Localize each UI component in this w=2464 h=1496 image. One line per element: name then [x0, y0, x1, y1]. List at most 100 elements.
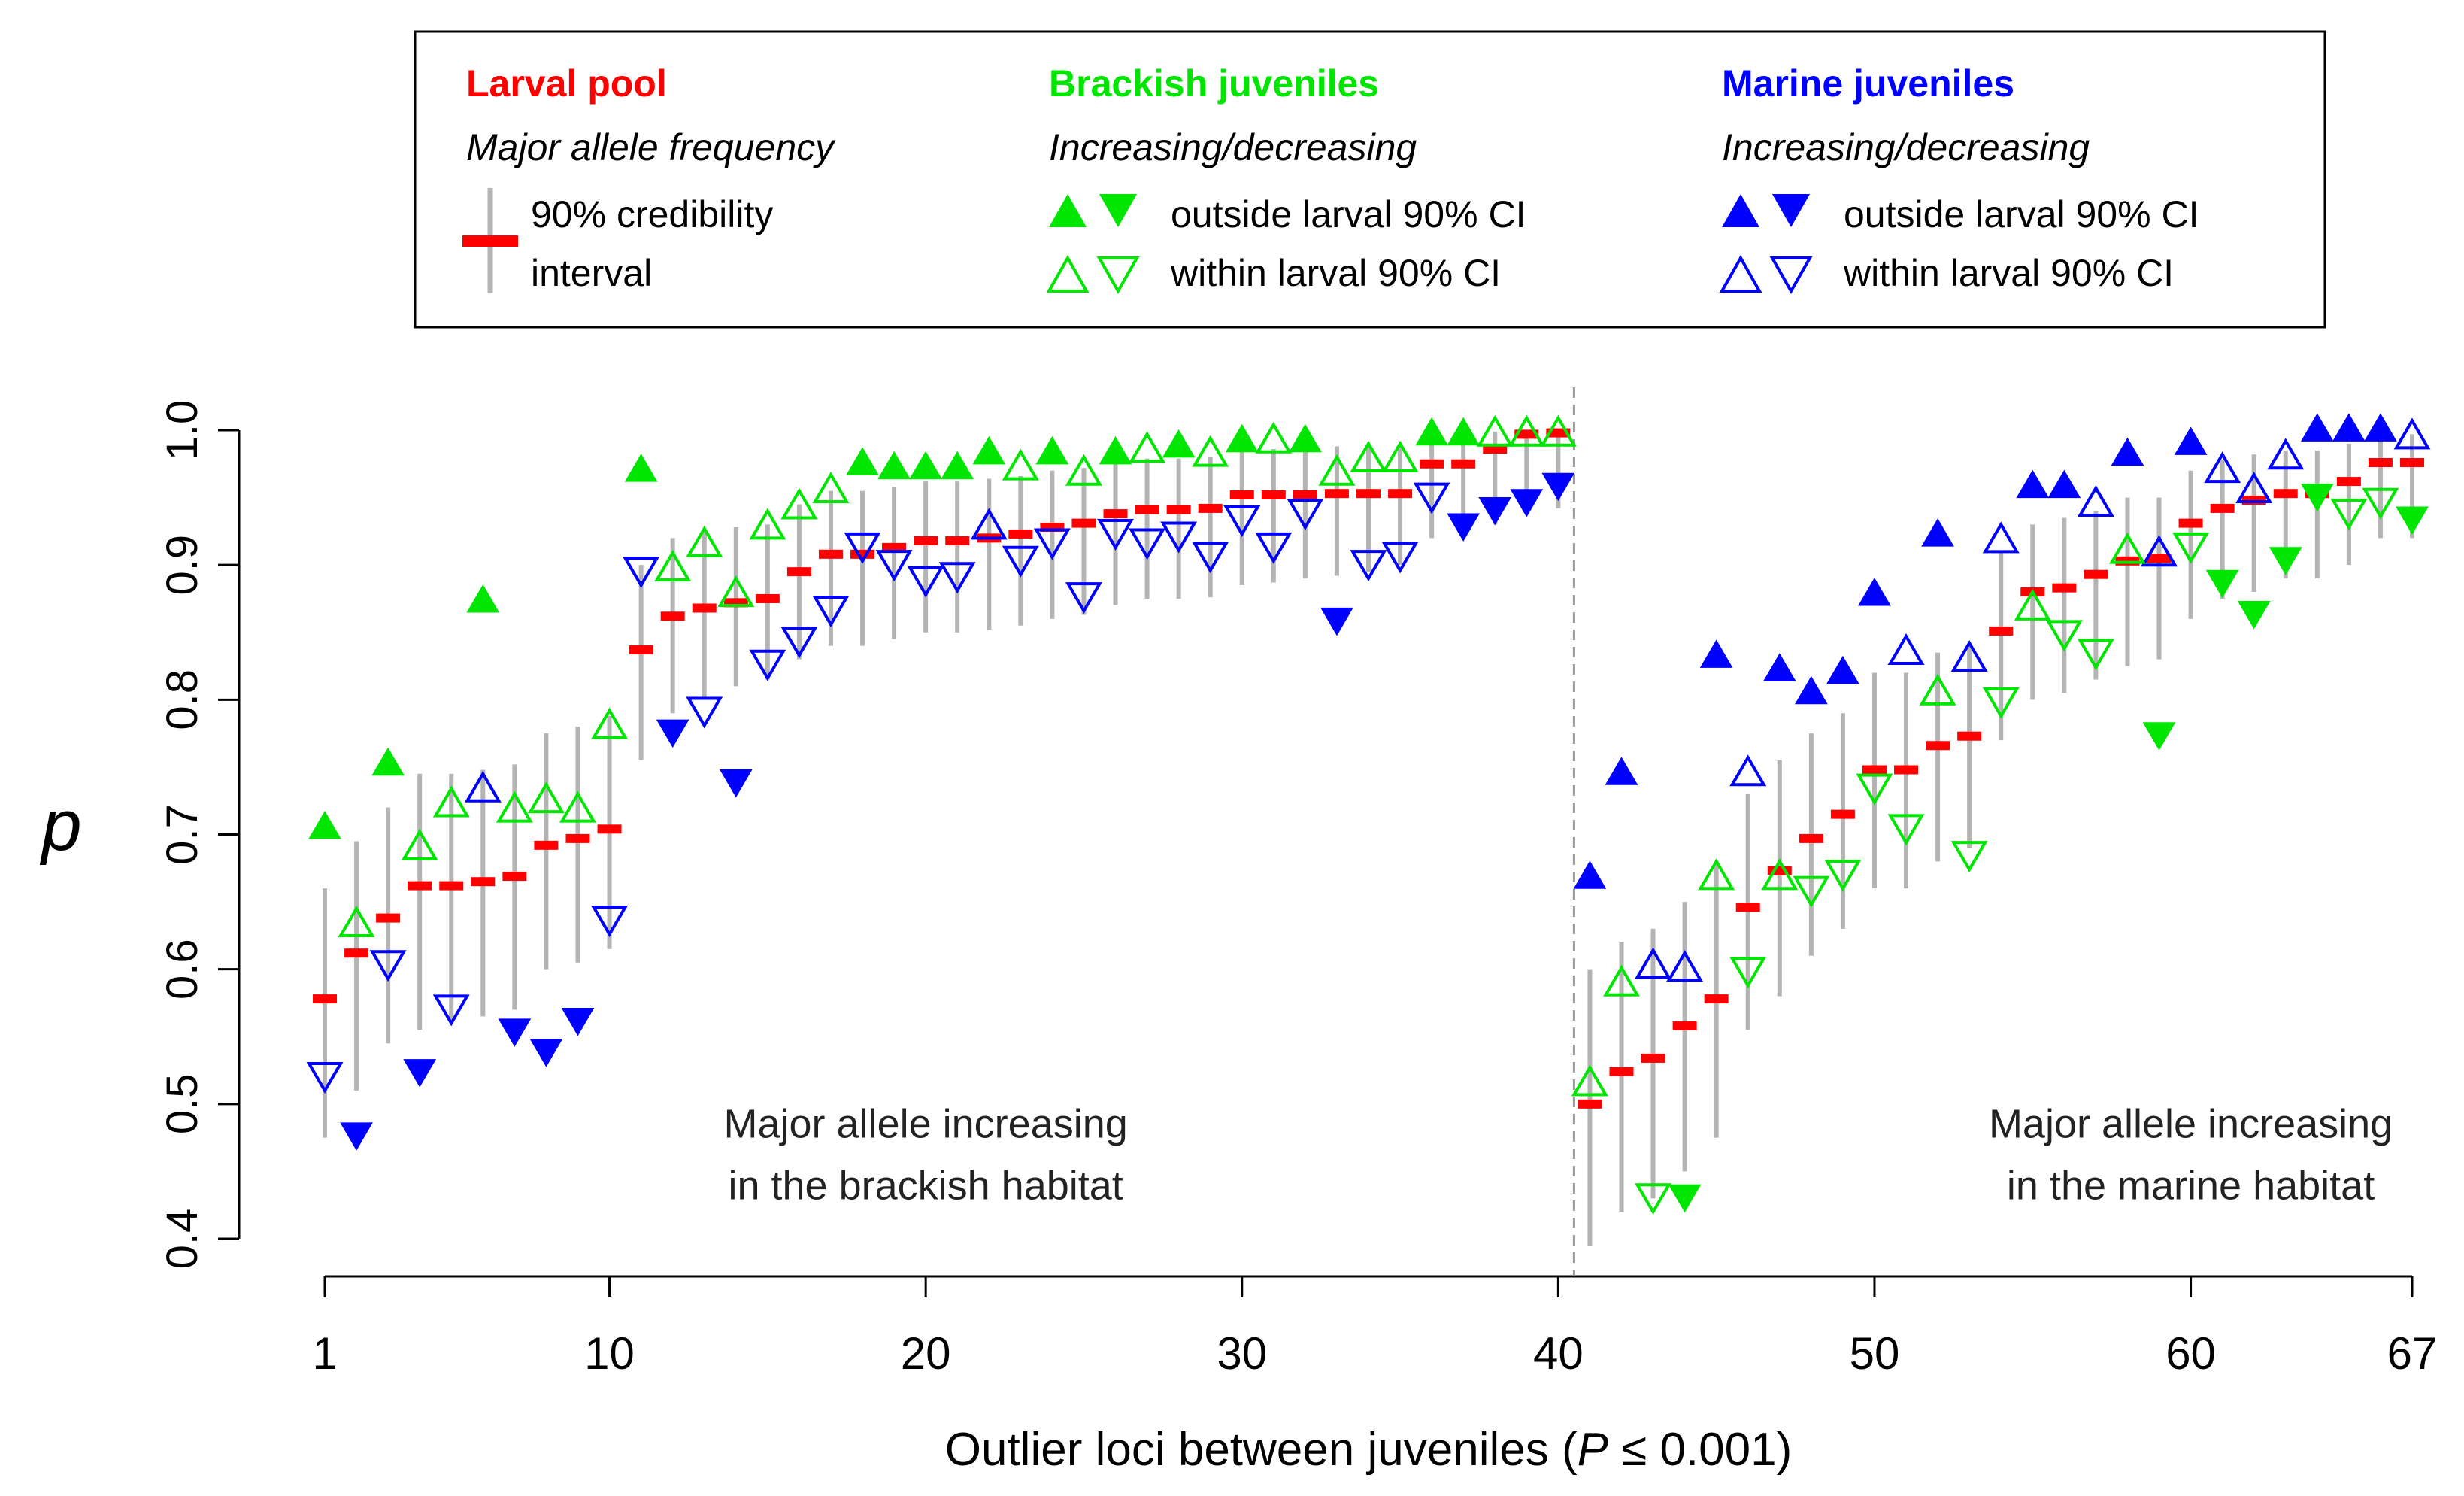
- brackish-within-up-triangle: [1919, 673, 1956, 706]
- brackish-within-down-triangle: [1887, 814, 1925, 846]
- y-tick-label: 0.6: [158, 939, 207, 1000]
- marine-outside-up-triangle: [2174, 426, 2208, 455]
- legend-brackish-title: Brackish juveniles: [1049, 62, 1379, 105]
- larval-dash: [1735, 903, 1760, 912]
- brackish-outside-down-triangle: [2300, 484, 2334, 512]
- brackish-outside-up-triangle: [941, 451, 974, 480]
- marine-outside-up-triangle: [1573, 860, 1607, 889]
- larval-dash: [1514, 429, 1539, 439]
- marine-within-down-triangle: [1192, 542, 1229, 574]
- legend-brackish-down-filled-icon: [1099, 194, 1137, 227]
- brackish-outside-up-triangle: [371, 747, 405, 776]
- larval-dash: [1578, 1099, 1602, 1109]
- marine-within-down-triangle: [875, 550, 913, 582]
- marine-outside-down-triangle: [529, 1039, 563, 1067]
- brackish-within-up-triangle: [654, 549, 692, 581]
- brackish-within-up-triangle: [1508, 414, 1545, 447]
- brackish-within-up-triangle: [780, 487, 818, 520]
- brackish-within-up-triangle: [432, 785, 470, 818]
- marine-outside-down-triangle: [1541, 472, 1575, 502]
- brackish-within-up-triangle: [559, 790, 596, 823]
- y-tick-label: 0.8: [158, 669, 207, 730]
- marine-outside-down-triangle: [1510, 489, 1544, 517]
- brackish-within-up-triangle: [1065, 454, 1102, 486]
- legend-larval-dash-symbol: [462, 235, 518, 247]
- marine-within-down-triangle: [1350, 550, 1387, 582]
- brackish-outside-down-triangle: [2237, 600, 2271, 630]
- marine-outside-up-triangle: [2364, 413, 2397, 442]
- marine-within-down-triangle: [369, 950, 407, 982]
- legend-brackish-subtitle: Increasing/decreasing: [1049, 126, 1417, 168]
- annotation-line: Major allele increasing: [1989, 1102, 2393, 1147]
- x-axis-ticks: 1 10 20 30 40 50 60 67: [312, 1276, 2437, 1379]
- marine-outside-down-triangle: [498, 1018, 532, 1047]
- marine-within-down-triangle: [306, 1062, 344, 1094]
- legend-marine-down-open-icon: [1769, 256, 1813, 295]
- larval-dash: [755, 593, 780, 603]
- larval-dash: [1830, 809, 1855, 819]
- brackish-within-down-triangle: [2330, 499, 2368, 531]
- brackish-within-up-triangle: [1603, 964, 1640, 997]
- brackish-outside-up-triangle: [1035, 435, 1069, 465]
- legend-brackish-within-label: within larval 90% CI: [1170, 252, 1501, 294]
- larval-dash: [2147, 554, 2172, 563]
- brackish-within-up-triangle: [686, 525, 723, 557]
- legend: Larval pool Major allele frequency 90% c…: [414, 30, 2326, 329]
- y-axis-ticks: 0.4 0.5 0.6 0.7 0.8 0.9 1.0: [158, 400, 239, 1269]
- brackish-within-down-triangle: [1729, 957, 1767, 989]
- brackish-within-up-triangle: [749, 508, 786, 540]
- brackish-outside-up-triangle: [1289, 423, 1322, 453]
- marine-within-down-triangle: [1287, 499, 1324, 531]
- marine-within-up-triangle: [2141, 535, 2178, 567]
- brackish-within-down-triangle: [1950, 841, 1988, 873]
- brackish-within-down-triangle: [2077, 639, 2114, 671]
- larval-dash: [1135, 505, 1159, 514]
- marine-within-down-triangle: [686, 696, 723, 729]
- marine-within-up-triangle: [464, 770, 502, 803]
- larval-dash: [408, 881, 432, 891]
- larval-dash: [2336, 477, 2361, 487]
- larval-dash: [471, 877, 496, 887]
- brackish-outside-up-triangle: [1099, 435, 1132, 465]
- brackish-outside-down-triangle: [2205, 569, 2239, 599]
- brackish-outside-up-triangle: [466, 584, 500, 613]
- marine-within-down-triangle: [812, 596, 850, 628]
- y-tick-label: 1.0: [158, 400, 207, 461]
- marine-outside-down-triangle: [719, 769, 753, 798]
- brackish-outside-up-triangle: [846, 447, 879, 475]
- brackish-marks: [308, 414, 2429, 1215]
- larval-dash: [439, 881, 464, 891]
- marine-within-up-triangle: [970, 508, 1008, 540]
- legend-marine-title: Marine juveniles: [1722, 62, 2014, 105]
- marine-outside-up-triangle: [2016, 469, 2050, 499]
- marine-within-down-triangle: [1255, 532, 1293, 564]
- marine-within-up-triangle: [1635, 947, 1672, 979]
- marine-within-down-triangle: [1002, 545, 1039, 578]
- marine-outside-up-triangle: [2111, 437, 2144, 466]
- legend-ci-label-1: 90% credibility: [531, 193, 773, 235]
- larval-dash: [1071, 518, 1096, 528]
- marine-within-down-triangle: [844, 532, 881, 564]
- marine-outside-down-triangle: [561, 1008, 595, 1036]
- x-axis-label-suffix: ≤ 0.001): [1608, 1424, 1792, 1476]
- brackish-within-up-triangle: [401, 828, 438, 860]
- larval-dash: [1862, 765, 1887, 775]
- y-tick-label: 0.7: [158, 804, 207, 865]
- marine-within-down-triangle: [1033, 528, 1071, 560]
- brackish-within-up-triangle: [1255, 421, 1293, 454]
- larval-dash: [534, 840, 559, 850]
- brackish-within-up-triangle: [1192, 435, 1229, 467]
- larval-dash: [2368, 458, 2393, 467]
- larval-dash: [692, 603, 717, 613]
- brackish-outside-up-triangle: [1162, 429, 1196, 458]
- legend-larval-title: Larval pool: [466, 62, 667, 105]
- marine-outside-up-triangle: [1921, 518, 1954, 547]
- larval-dash: [629, 645, 653, 655]
- larval-dash: [313, 994, 337, 1004]
- larval-dash: [565, 833, 590, 843]
- larval-dash: [2052, 583, 2077, 593]
- brackish-outside-up-triangle: [1415, 417, 1448, 446]
- marine-within-down-triangle: [907, 566, 944, 598]
- marine-outside-up-triangle: [1794, 675, 1828, 705]
